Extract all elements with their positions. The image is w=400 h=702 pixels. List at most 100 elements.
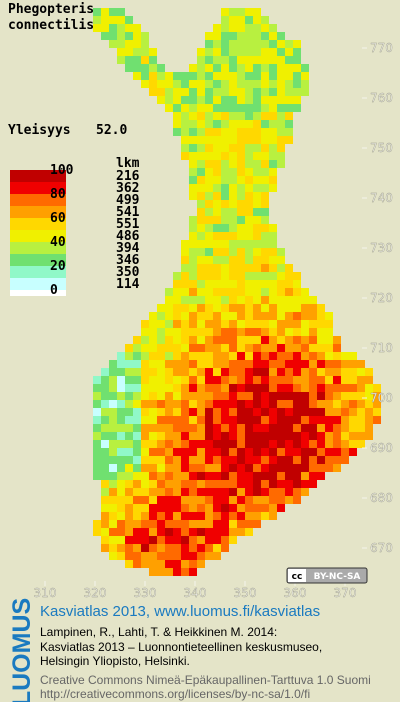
map-cell	[245, 136, 253, 144]
map-cell	[293, 488, 301, 496]
map-cell	[237, 56, 245, 64]
map-cell	[149, 432, 157, 440]
map-cell	[317, 376, 325, 384]
map-cell	[133, 536, 141, 544]
map-cell	[253, 56, 261, 64]
x-tick-label: 340	[184, 586, 207, 600]
map-cell	[197, 104, 205, 112]
map-cell	[237, 488, 245, 496]
map-cell	[213, 264, 221, 272]
map-cell	[197, 408, 205, 416]
map-cell	[197, 448, 205, 456]
map-cell	[317, 392, 325, 400]
map-cell	[189, 528, 197, 536]
map-cell	[245, 88, 253, 96]
map-cell	[293, 328, 301, 336]
map-cell	[93, 464, 101, 472]
map-cell	[125, 16, 133, 24]
map-cell	[181, 272, 189, 280]
map-cell	[253, 416, 261, 424]
map-cell	[237, 344, 245, 352]
map-cell	[189, 120, 197, 128]
map-cell	[317, 400, 325, 408]
map-cell	[269, 328, 277, 336]
map-cell	[189, 544, 197, 552]
map-cell	[261, 408, 269, 416]
map-cell	[165, 416, 173, 424]
map-cell	[253, 512, 261, 520]
map-cell	[245, 8, 253, 16]
map-cell	[205, 320, 213, 328]
map-cell	[277, 360, 285, 368]
map-cell	[229, 120, 237, 128]
map-cell	[221, 424, 229, 432]
map-cell	[141, 56, 149, 64]
map-cell	[125, 480, 133, 488]
map-cell	[197, 248, 205, 256]
map-cell	[261, 24, 269, 32]
map-cell	[157, 360, 165, 368]
map-cell	[205, 56, 213, 64]
map-cell	[213, 472, 221, 480]
map-cell	[269, 264, 277, 272]
map-cell	[253, 432, 261, 440]
map-cell	[181, 560, 189, 568]
map-cell	[245, 496, 253, 504]
map-cell	[285, 480, 293, 488]
map-cell	[197, 512, 205, 520]
map-cell	[245, 16, 253, 24]
map-cell	[205, 152, 213, 160]
map-cell	[117, 472, 125, 480]
map-cell	[125, 368, 133, 376]
map-cell	[133, 360, 141, 368]
map-cell	[165, 528, 173, 536]
map-cell	[325, 360, 333, 368]
map-cell	[237, 224, 245, 232]
map-cell	[205, 384, 213, 392]
map-cell	[277, 72, 285, 80]
map-cell	[245, 440, 253, 448]
map-cell	[157, 376, 165, 384]
legend-swatch	[10, 278, 66, 290]
map-cell	[309, 448, 317, 456]
map-cell	[165, 408, 173, 416]
map-cell	[285, 312, 293, 320]
map-cell	[221, 168, 229, 176]
map-cell	[229, 296, 237, 304]
map-cell	[341, 424, 349, 432]
map-cell	[277, 296, 285, 304]
map-cell	[285, 368, 293, 376]
map-cell	[261, 336, 269, 344]
map-cell	[133, 40, 141, 48]
map-cell	[277, 472, 285, 480]
map-cell	[157, 368, 165, 376]
map-cell	[269, 392, 277, 400]
map-cell	[125, 392, 133, 400]
map-cell	[277, 424, 285, 432]
map-cell	[125, 344, 133, 352]
map-cell	[237, 296, 245, 304]
map-cell	[341, 360, 349, 368]
map-cell	[285, 280, 293, 288]
map-cell	[181, 400, 189, 408]
map-cell	[277, 40, 285, 48]
map-cell	[269, 360, 277, 368]
map-cell	[277, 152, 285, 160]
map-cell	[237, 96, 245, 104]
map-cell	[213, 344, 221, 352]
map-cell	[173, 536, 181, 544]
map-cell	[157, 88, 165, 96]
map-cell	[293, 496, 301, 504]
map-cell	[189, 440, 197, 448]
map-cell	[269, 176, 277, 184]
map-cell	[205, 360, 213, 368]
map-cell	[101, 408, 109, 416]
map-cell	[285, 376, 293, 384]
map-cell	[205, 400, 213, 408]
map-cell	[165, 440, 173, 448]
map-cell	[325, 448, 333, 456]
map-cell	[325, 416, 333, 424]
map-cell	[229, 400, 237, 408]
map-cell	[221, 208, 229, 216]
map-cell	[165, 352, 173, 360]
